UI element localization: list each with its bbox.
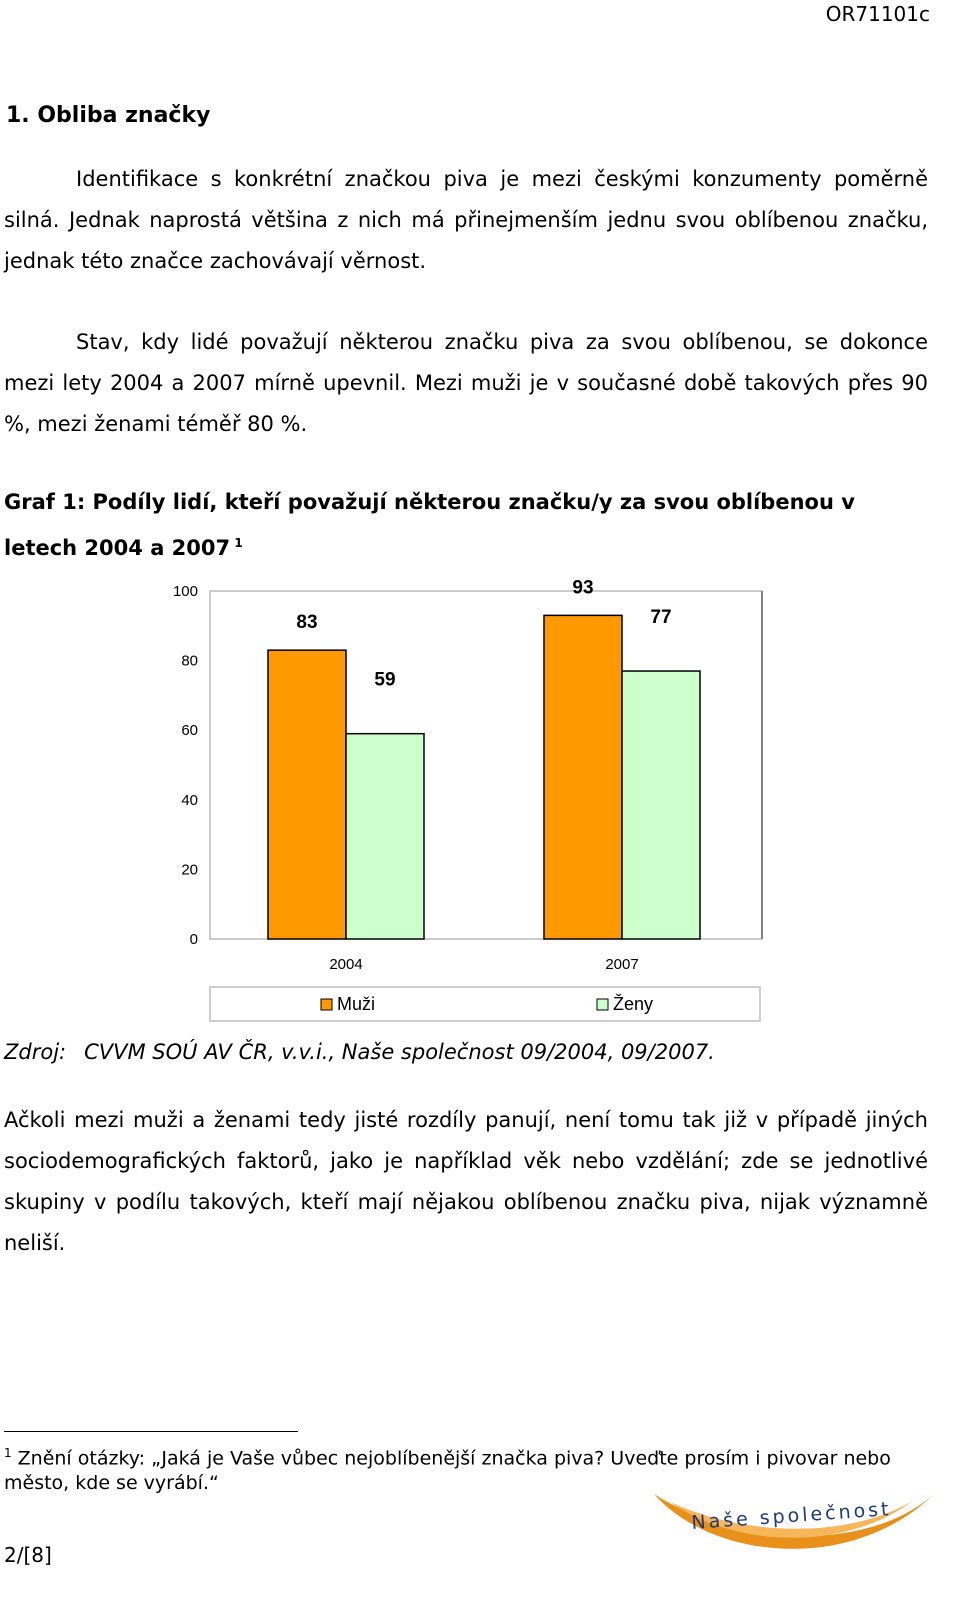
figure-source: Zdroj: CVVM SOÚ AV ČR, v.v.i., Naše spole… xyxy=(4,1040,715,1064)
x-tick-label: 2004 xyxy=(329,956,362,973)
data-label: 83 xyxy=(296,612,317,633)
logo-swoosh xyxy=(654,1494,934,1549)
x-tick-label: 2007 xyxy=(605,956,638,973)
y-tick-label: 60 xyxy=(181,722,198,739)
section-heading: 1. Obliba značky xyxy=(6,103,211,128)
page-number: 2/[8] xyxy=(4,1543,52,1567)
legend-swatch-zeny xyxy=(596,998,609,1011)
y-tick-label: 20 xyxy=(181,861,198,878)
legend-box xyxy=(209,986,761,1022)
y-tick-label: 80 xyxy=(181,653,198,670)
legend-label-muzi: Muži xyxy=(337,994,375,1014)
legend-label-zeny: Ženy xyxy=(613,994,653,1014)
legend: Muži Ženy xyxy=(209,986,761,1022)
figure-caption-text: Graf 1: Podíly lidí, kteří považují někt… xyxy=(4,490,855,560)
footnote-text: Znění otázky: „Jaká je Vaše vůbec nejobl… xyxy=(4,1447,891,1495)
bar--eny-2007 xyxy=(621,670,701,940)
logo-swoosh-inner xyxy=(670,1500,914,1538)
bar--eny-2004 xyxy=(345,732,425,940)
source-text: CVVM SOÚ AV ČR, v.v.i., Naše společnost … xyxy=(84,1040,715,1064)
footnote-ref: 1 xyxy=(234,536,243,550)
footnote-number: 1 xyxy=(4,1446,12,1460)
data-label: 93 xyxy=(572,578,593,598)
bar-mu-i-2007 xyxy=(543,614,623,940)
logo-text: Naše společnost xyxy=(691,1498,893,1534)
footnote: 1 Znění otázky: „Jaká je Vaše vůbec nejob… xyxy=(4,1441,928,1496)
data-labels-group: 83 59 93 77 xyxy=(296,578,671,691)
y-tick-label: 0 xyxy=(190,931,198,948)
y-axis: 0 20 40 60 80 100 xyxy=(173,583,198,948)
data-label: 59 xyxy=(374,670,395,691)
figure-caption: Graf 1: Podíly lidí, kteří považují někt… xyxy=(4,482,928,569)
y-tick-label: 100 xyxy=(173,583,198,600)
source-label: Zdroj: xyxy=(4,1040,67,1064)
footnote-divider xyxy=(4,1431,298,1432)
bar-mu-i-2004 xyxy=(267,649,347,940)
paragraph-conclusion: Ačkoli mezi muži a ženami tedy jisté roz… xyxy=(4,1108,928,1255)
data-label: 77 xyxy=(650,607,671,628)
x-axis: 2004 2007 xyxy=(329,956,638,973)
paragraph-trend: Stav, kdy lidé považují některou značku … xyxy=(4,330,928,436)
y-tick-label: 40 xyxy=(181,792,198,809)
paragraph-intro: Identifikace s konkrétní značkou piva je… xyxy=(4,167,928,273)
document-code: OR71101c xyxy=(825,2,930,26)
nase-spolecnost-logo: Naše společnost xyxy=(654,1494,934,1549)
legend-swatch-muzi xyxy=(320,998,333,1011)
bar-chart: 0 20 40 60 80 100 83 59 93 77 2004 2007 Muži Ženy xyxy=(173,578,763,1022)
bars-group xyxy=(267,614,701,940)
